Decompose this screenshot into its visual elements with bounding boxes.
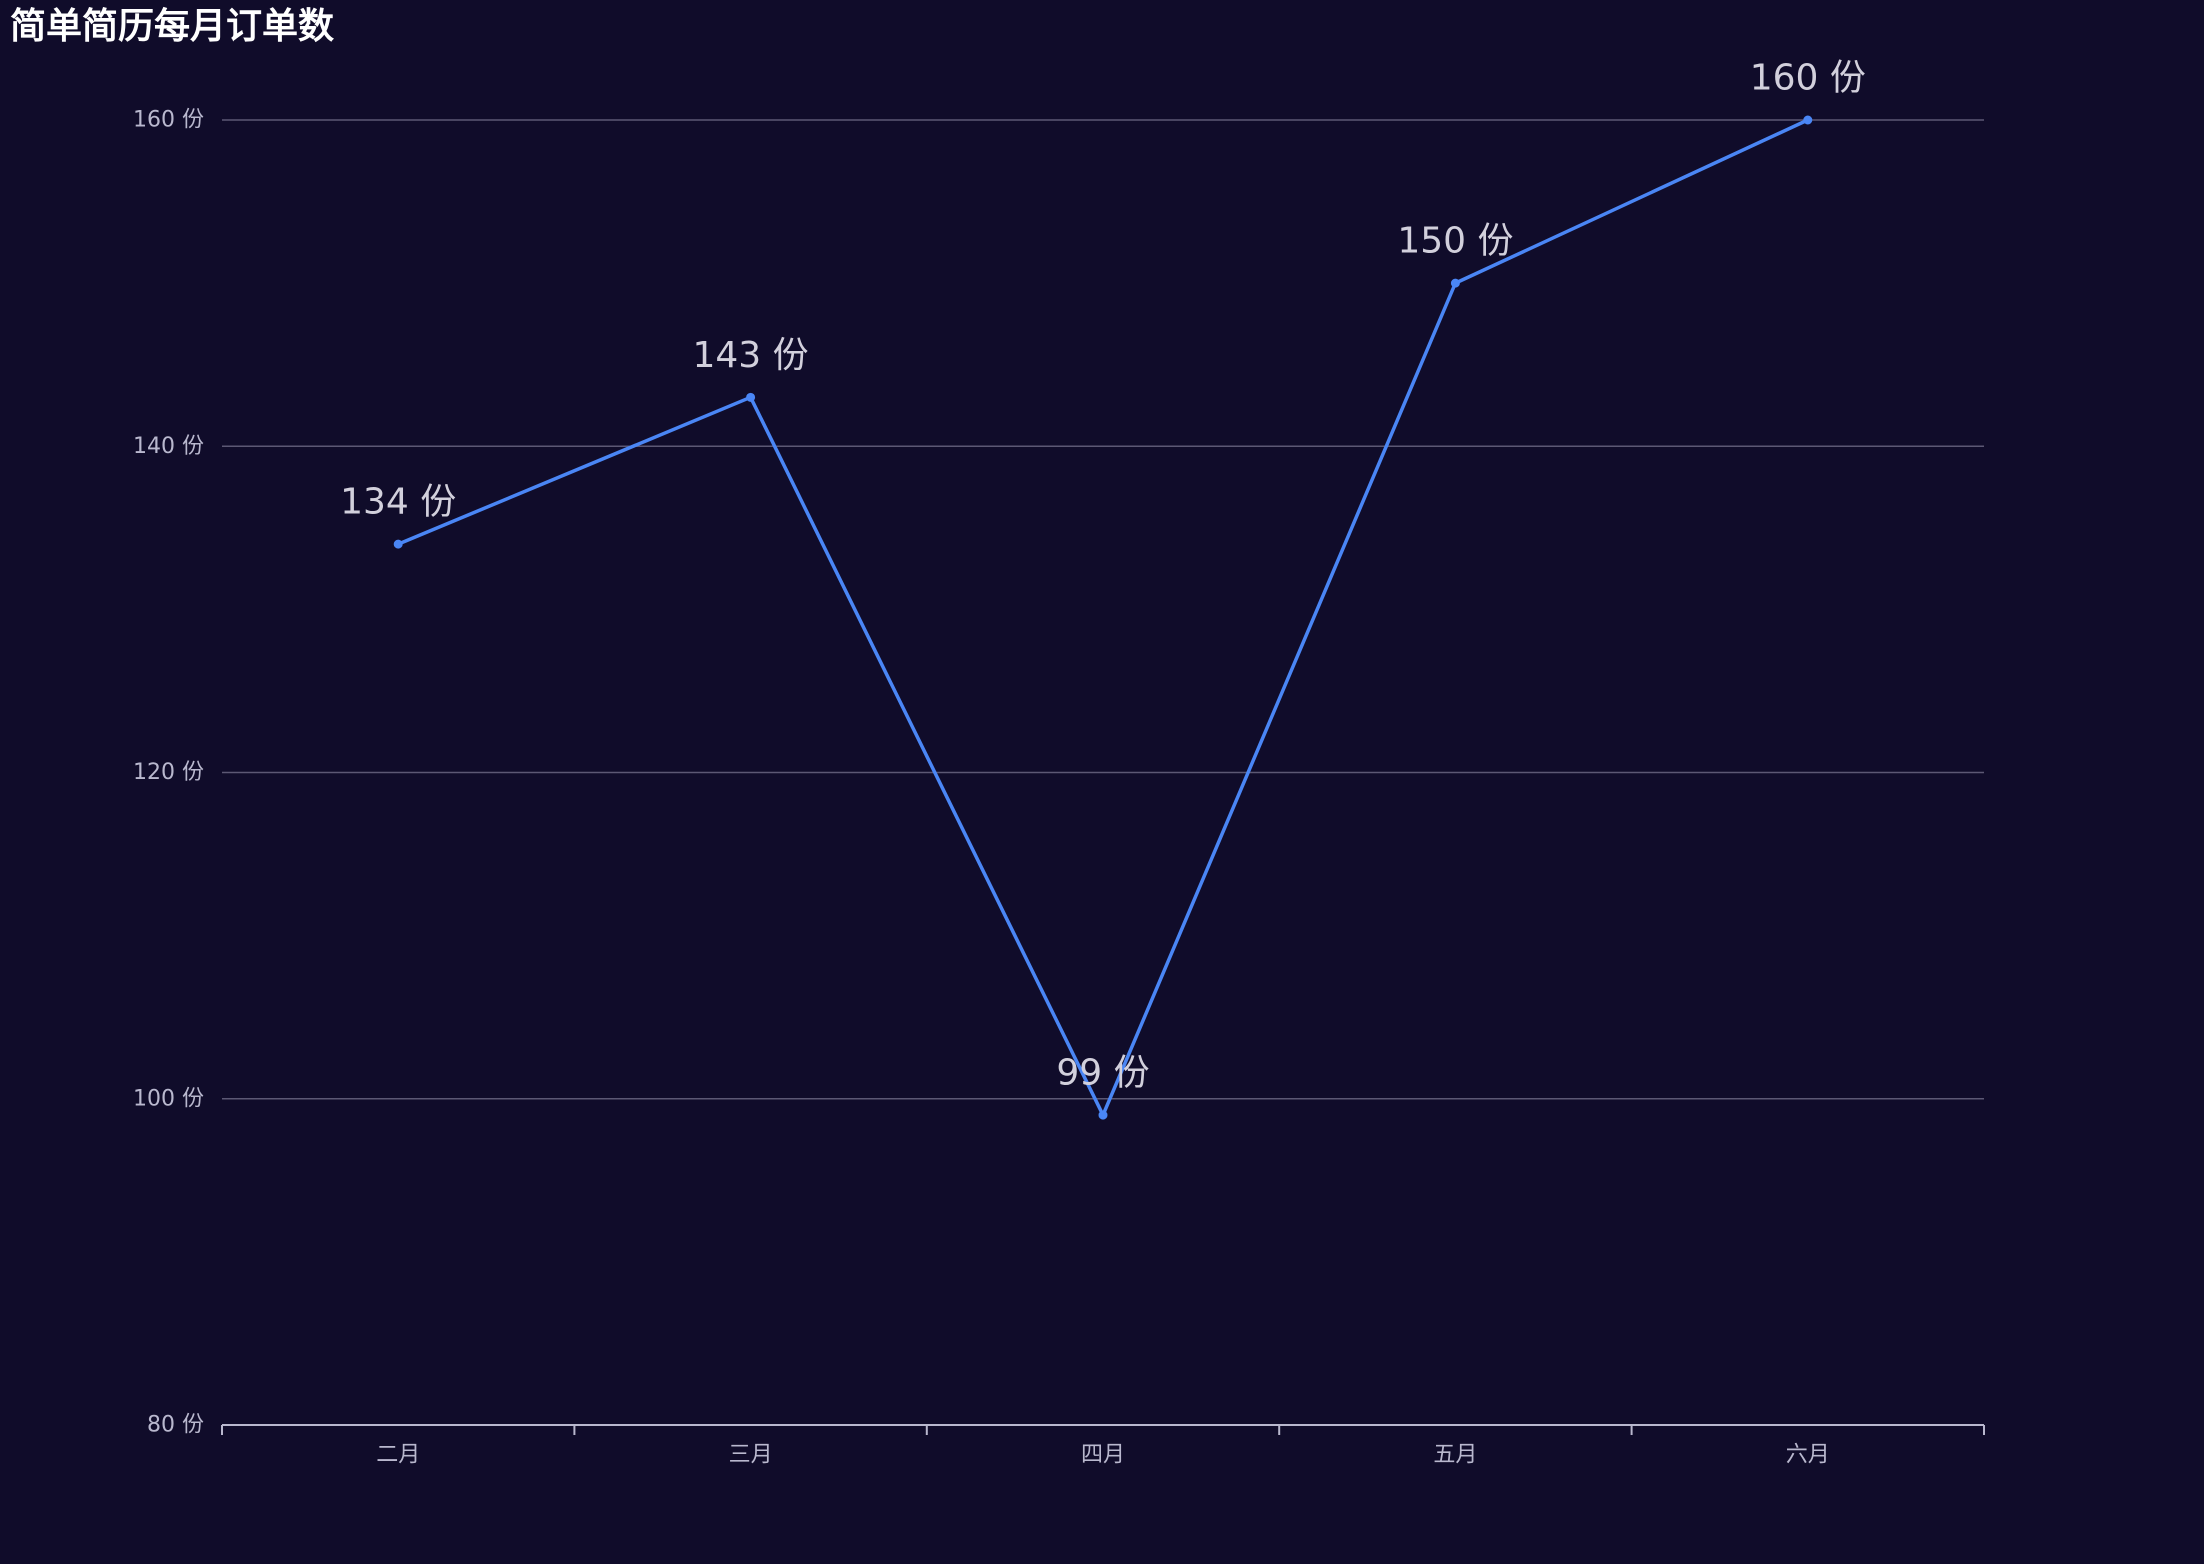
data-labels: 134 份 143 份 99 份 150 份 160 份 [340,58,1866,1094]
y-tick-label: 80 份 [147,1413,204,1438]
data-label: 150 份 [1397,221,1513,262]
y-tick-label: 120 份 [133,760,204,785]
data-point[interactable] [1450,278,1460,288]
data-label: 160 份 [1750,58,1866,99]
data-label: 134 份 [340,482,456,523]
data-point[interactable] [1098,1110,1108,1120]
chart-title: 简单简历每月订单数 [10,6,335,47]
x-tick-label: 五月 [1433,1443,1477,1468]
data-point[interactable] [746,392,756,402]
x-tick-label: 四月 [1081,1443,1125,1468]
data-label: 143 份 [693,335,809,376]
x-tick-label: 六月 [1786,1443,1830,1468]
data-point[interactable] [1803,115,1813,125]
y-tick-label: 160 份 [133,108,204,133]
grid-lines [222,119,1984,1100]
series [393,115,1813,1120]
axes: 80 份 100 份 120 份 140 份 160 份二月 三月 四月 五月 六月 [133,108,1985,1468]
series-line [397,118,1809,1117]
data-point[interactable] [393,539,403,549]
x-tick-label: 二月 [376,1443,420,1468]
x-tick-label: 三月 [729,1443,773,1468]
y-tick-label: 100 份 [133,1086,204,1111]
y-tick-label: 140 份 [133,434,204,459]
data-label: 99 份 [1056,1053,1149,1094]
